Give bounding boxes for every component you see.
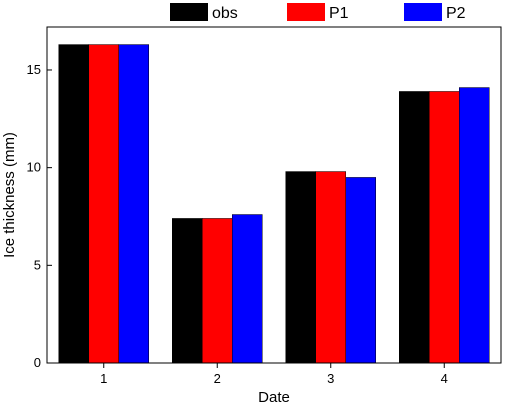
- legend-label-obs: obs: [212, 5, 238, 22]
- bar-p1-3: [315, 171, 346, 364]
- x-tick-label-1: 1: [100, 371, 107, 386]
- bar-p2-3: [345, 177, 376, 364]
- bar-p1-4: [429, 91, 460, 364]
- legend: obs P1 P2: [170, 3, 466, 22]
- bar-obs-2: [172, 218, 203, 364]
- bars: [58, 44, 490, 364]
- legend-swatch-p2: [404, 3, 442, 21]
- x-tick-label-2: 2: [214, 371, 221, 386]
- bar-obs-4: [399, 91, 430, 364]
- bar-obs-3: [285, 171, 316, 364]
- bar-p2-2: [232, 214, 263, 364]
- plot-frame: [46, 26, 502, 364]
- x-axis: 1 2 3 4: [100, 363, 448, 386]
- legend-swatch-p1: [287, 3, 325, 21]
- bar-p2-4: [459, 87, 490, 364]
- y-axis: 0 5 10 15: [27, 62, 52, 370]
- x-tick-label-3: 3: [327, 371, 334, 386]
- x-axis-label: Date: [258, 389, 290, 406]
- y-tick-label-5: 5: [34, 257, 41, 272]
- bar-p1-1: [88, 44, 119, 364]
- y-tick-label-10: 10: [27, 160, 41, 175]
- y-axis-label: Ice thickness (mm): [1, 132, 18, 258]
- y-tick-label-15: 15: [27, 62, 41, 77]
- bar-obs-1: [58, 44, 89, 364]
- y-tick-label-0: 0: [34, 355, 41, 370]
- legend-label-p2: P2: [446, 5, 466, 22]
- legend-swatch-obs: [170, 3, 208, 21]
- legend-label-p1: P1: [329, 5, 349, 22]
- bar-p1-2: [202, 218, 233, 364]
- x-tick-label-4: 4: [441, 371, 448, 386]
- bar-p2-1: [118, 44, 149, 364]
